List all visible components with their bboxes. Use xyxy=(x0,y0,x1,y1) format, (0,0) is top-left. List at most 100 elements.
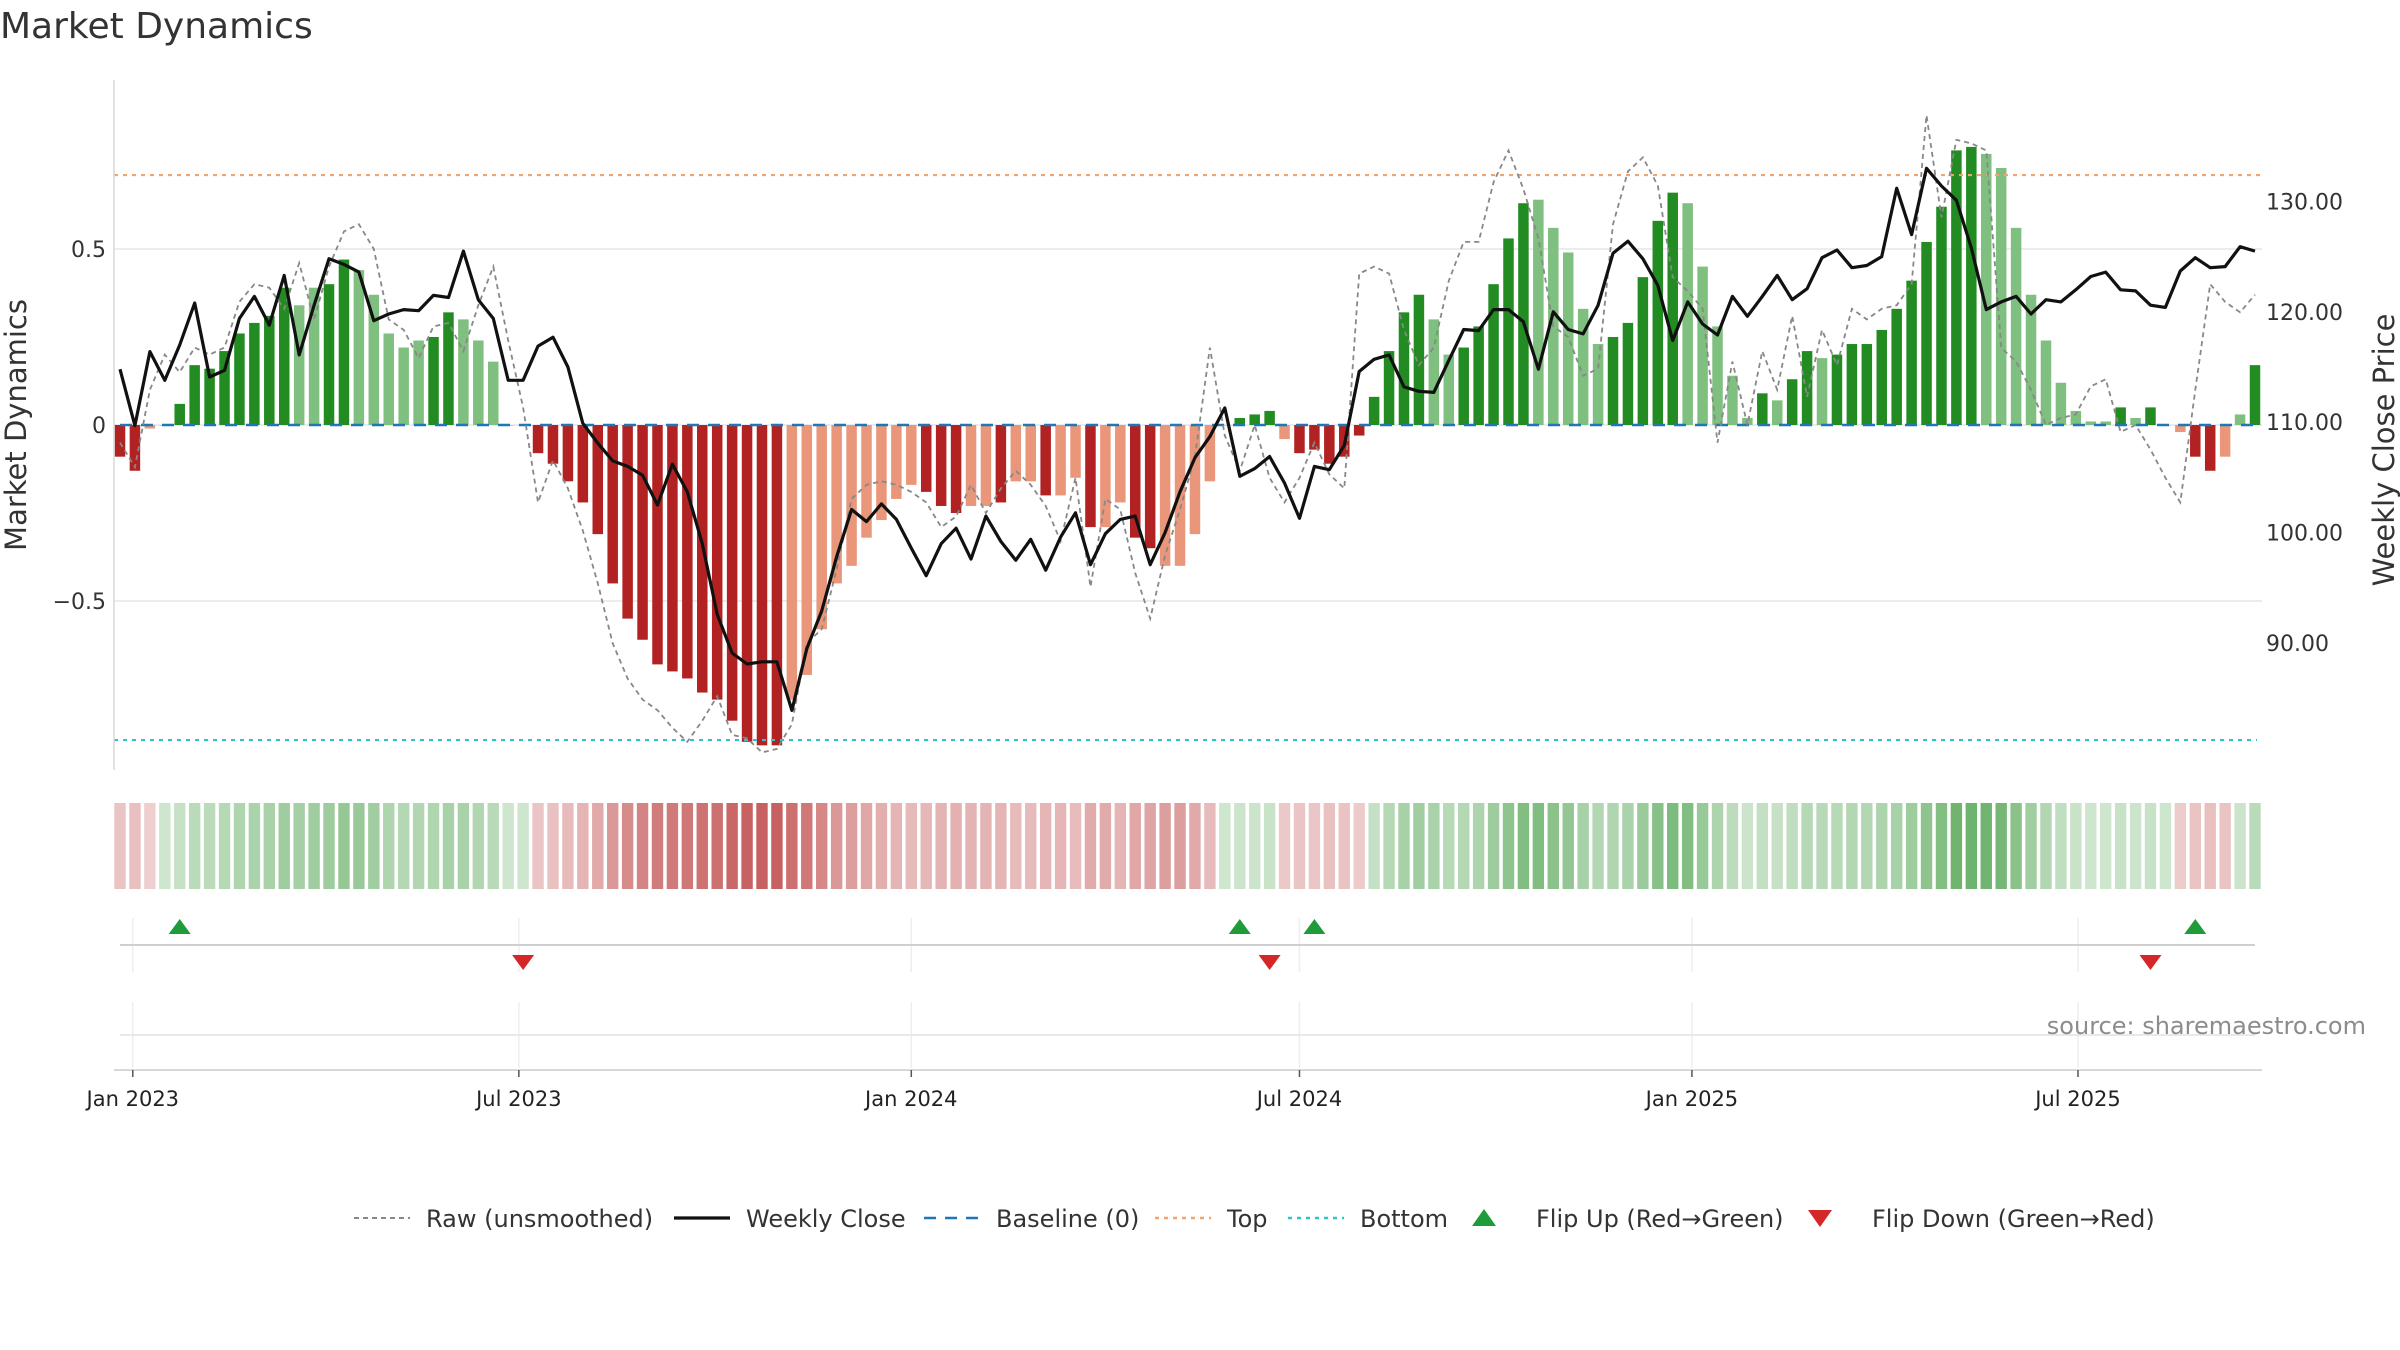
heat-cell xyxy=(2099,803,2112,889)
heat-cell xyxy=(2249,803,2261,889)
heat-cell xyxy=(771,803,783,889)
momentum-bar xyxy=(1055,425,1066,496)
heat-cell xyxy=(1711,803,1724,889)
heat-cell xyxy=(233,803,246,889)
momentum-bar xyxy=(1816,358,1828,425)
heat-cell xyxy=(1099,803,1112,889)
heat-cell xyxy=(890,803,903,889)
legend-label: Weekly Close xyxy=(746,1205,906,1233)
momentum-bar xyxy=(1428,319,1440,425)
momentum-bar xyxy=(1861,344,1873,425)
right-tick-label: 100.00 xyxy=(2266,522,2343,547)
heat-cell xyxy=(1159,803,1171,889)
momentum-bar xyxy=(1891,308,1902,425)
momentum-bar xyxy=(1159,425,1171,566)
axes: 0.5 0 −0.5 130.00 120.00 110.00 100.00 90.00 Mar… xyxy=(0,80,2400,770)
heat-cell xyxy=(592,803,604,889)
heat-cell xyxy=(1308,803,1321,889)
momentum-bar xyxy=(547,425,559,464)
heat-cell xyxy=(935,803,947,889)
momentum-bar xyxy=(891,425,902,499)
momentum-bar xyxy=(1040,425,1051,496)
momentum-bar xyxy=(1786,379,1798,425)
momentum-bar xyxy=(816,425,827,630)
legend: Raw (unsmoothed) Weekly Close Baseline (0)… xyxy=(354,1205,2155,1233)
momentum-bar xyxy=(1294,425,1305,454)
heat-cell xyxy=(263,803,276,889)
heat-cell xyxy=(1129,803,1141,889)
heat-cell xyxy=(278,803,290,889)
heat-cell xyxy=(1547,803,1559,889)
heat-cell xyxy=(1458,803,1470,889)
momentum-bar xyxy=(1503,238,1514,425)
momentum-bar xyxy=(1533,199,1544,425)
date-tick-label: Jan 2023 xyxy=(85,1087,180,1111)
momentum-bar xyxy=(741,425,753,742)
heat-cell xyxy=(621,803,634,889)
legend-label: Flip Down (Green→Red) xyxy=(1872,1205,2155,1233)
momentum-bar xyxy=(1936,206,1947,425)
heat-cell xyxy=(2085,803,2097,889)
momentum-bar xyxy=(1637,277,1649,425)
momentum-bar xyxy=(801,425,813,675)
momentum-bar xyxy=(293,305,305,425)
legend-label: Flip Up (Red→Green) xyxy=(1536,1205,1784,1233)
heat-cell xyxy=(845,803,858,889)
heat-cell xyxy=(1801,803,1813,889)
momentum-bar xyxy=(1189,425,1201,535)
momentum-bar xyxy=(174,403,185,425)
left-tick-label: −0.5 xyxy=(53,590,106,615)
left-tick-label: 0.5 xyxy=(71,238,106,263)
momentum-bar xyxy=(278,287,290,425)
momentum-bar xyxy=(876,425,887,521)
momentum-bar xyxy=(1995,168,2007,426)
momentum-bar xyxy=(861,425,872,538)
heat-cell xyxy=(1756,803,1769,889)
legend-flip-up-symbol xyxy=(1472,1209,1496,1226)
momentum-bar xyxy=(1070,425,1081,478)
heat-cell xyxy=(1637,803,1649,889)
right-tick-label: 130.00 xyxy=(2266,190,2343,215)
momentum-bar xyxy=(428,336,439,425)
legend-label: Top xyxy=(1226,1205,1268,1233)
heat-cell xyxy=(965,803,977,889)
momentum-bar xyxy=(562,425,574,482)
legend-label: Raw (unsmoothed) xyxy=(426,1205,653,1233)
heat-cell xyxy=(1234,803,1246,889)
heat-cell xyxy=(1487,803,1500,889)
momentum-bar xyxy=(1324,425,1335,464)
momentum-bar xyxy=(1383,351,1395,425)
momentum-bar xyxy=(1458,347,1469,425)
legend-label: Baseline (0) xyxy=(996,1205,1139,1233)
momentum-bar xyxy=(1592,344,1604,425)
momentum-bar xyxy=(1921,241,1932,425)
heat-cell xyxy=(1995,803,2007,889)
momentum-bar xyxy=(488,361,499,425)
heat-cell xyxy=(1532,803,1545,889)
momentum-bar xyxy=(323,284,335,425)
heat-cell xyxy=(786,803,798,889)
momentum-bar xyxy=(1951,150,1962,426)
heat-cell xyxy=(860,803,873,889)
heat-cell xyxy=(1278,803,1291,889)
right-axis-title: Weekly Close Price xyxy=(2367,314,2400,587)
grid-layer xyxy=(114,248,2262,602)
momentum-bar xyxy=(1876,329,1887,425)
momentum-bar xyxy=(1697,266,1708,425)
flip-down-marker xyxy=(512,955,535,970)
heat-cell xyxy=(129,803,141,889)
heat-cell xyxy=(368,803,380,889)
momentum-bar xyxy=(2010,227,2022,425)
raw-unsmoothed-line xyxy=(119,115,2256,754)
momentum-bar xyxy=(1981,153,1992,425)
heat-cell xyxy=(1831,803,1843,889)
heat-cell xyxy=(1920,803,1933,889)
momentum-bar xyxy=(1025,425,1036,482)
heat-cell xyxy=(741,803,753,889)
heat-cell xyxy=(1950,803,1963,889)
momentum-bar xyxy=(114,425,126,457)
momentum-bar xyxy=(1622,322,1634,425)
momentum-bar xyxy=(2249,365,2261,425)
momentum-bar xyxy=(368,294,380,425)
